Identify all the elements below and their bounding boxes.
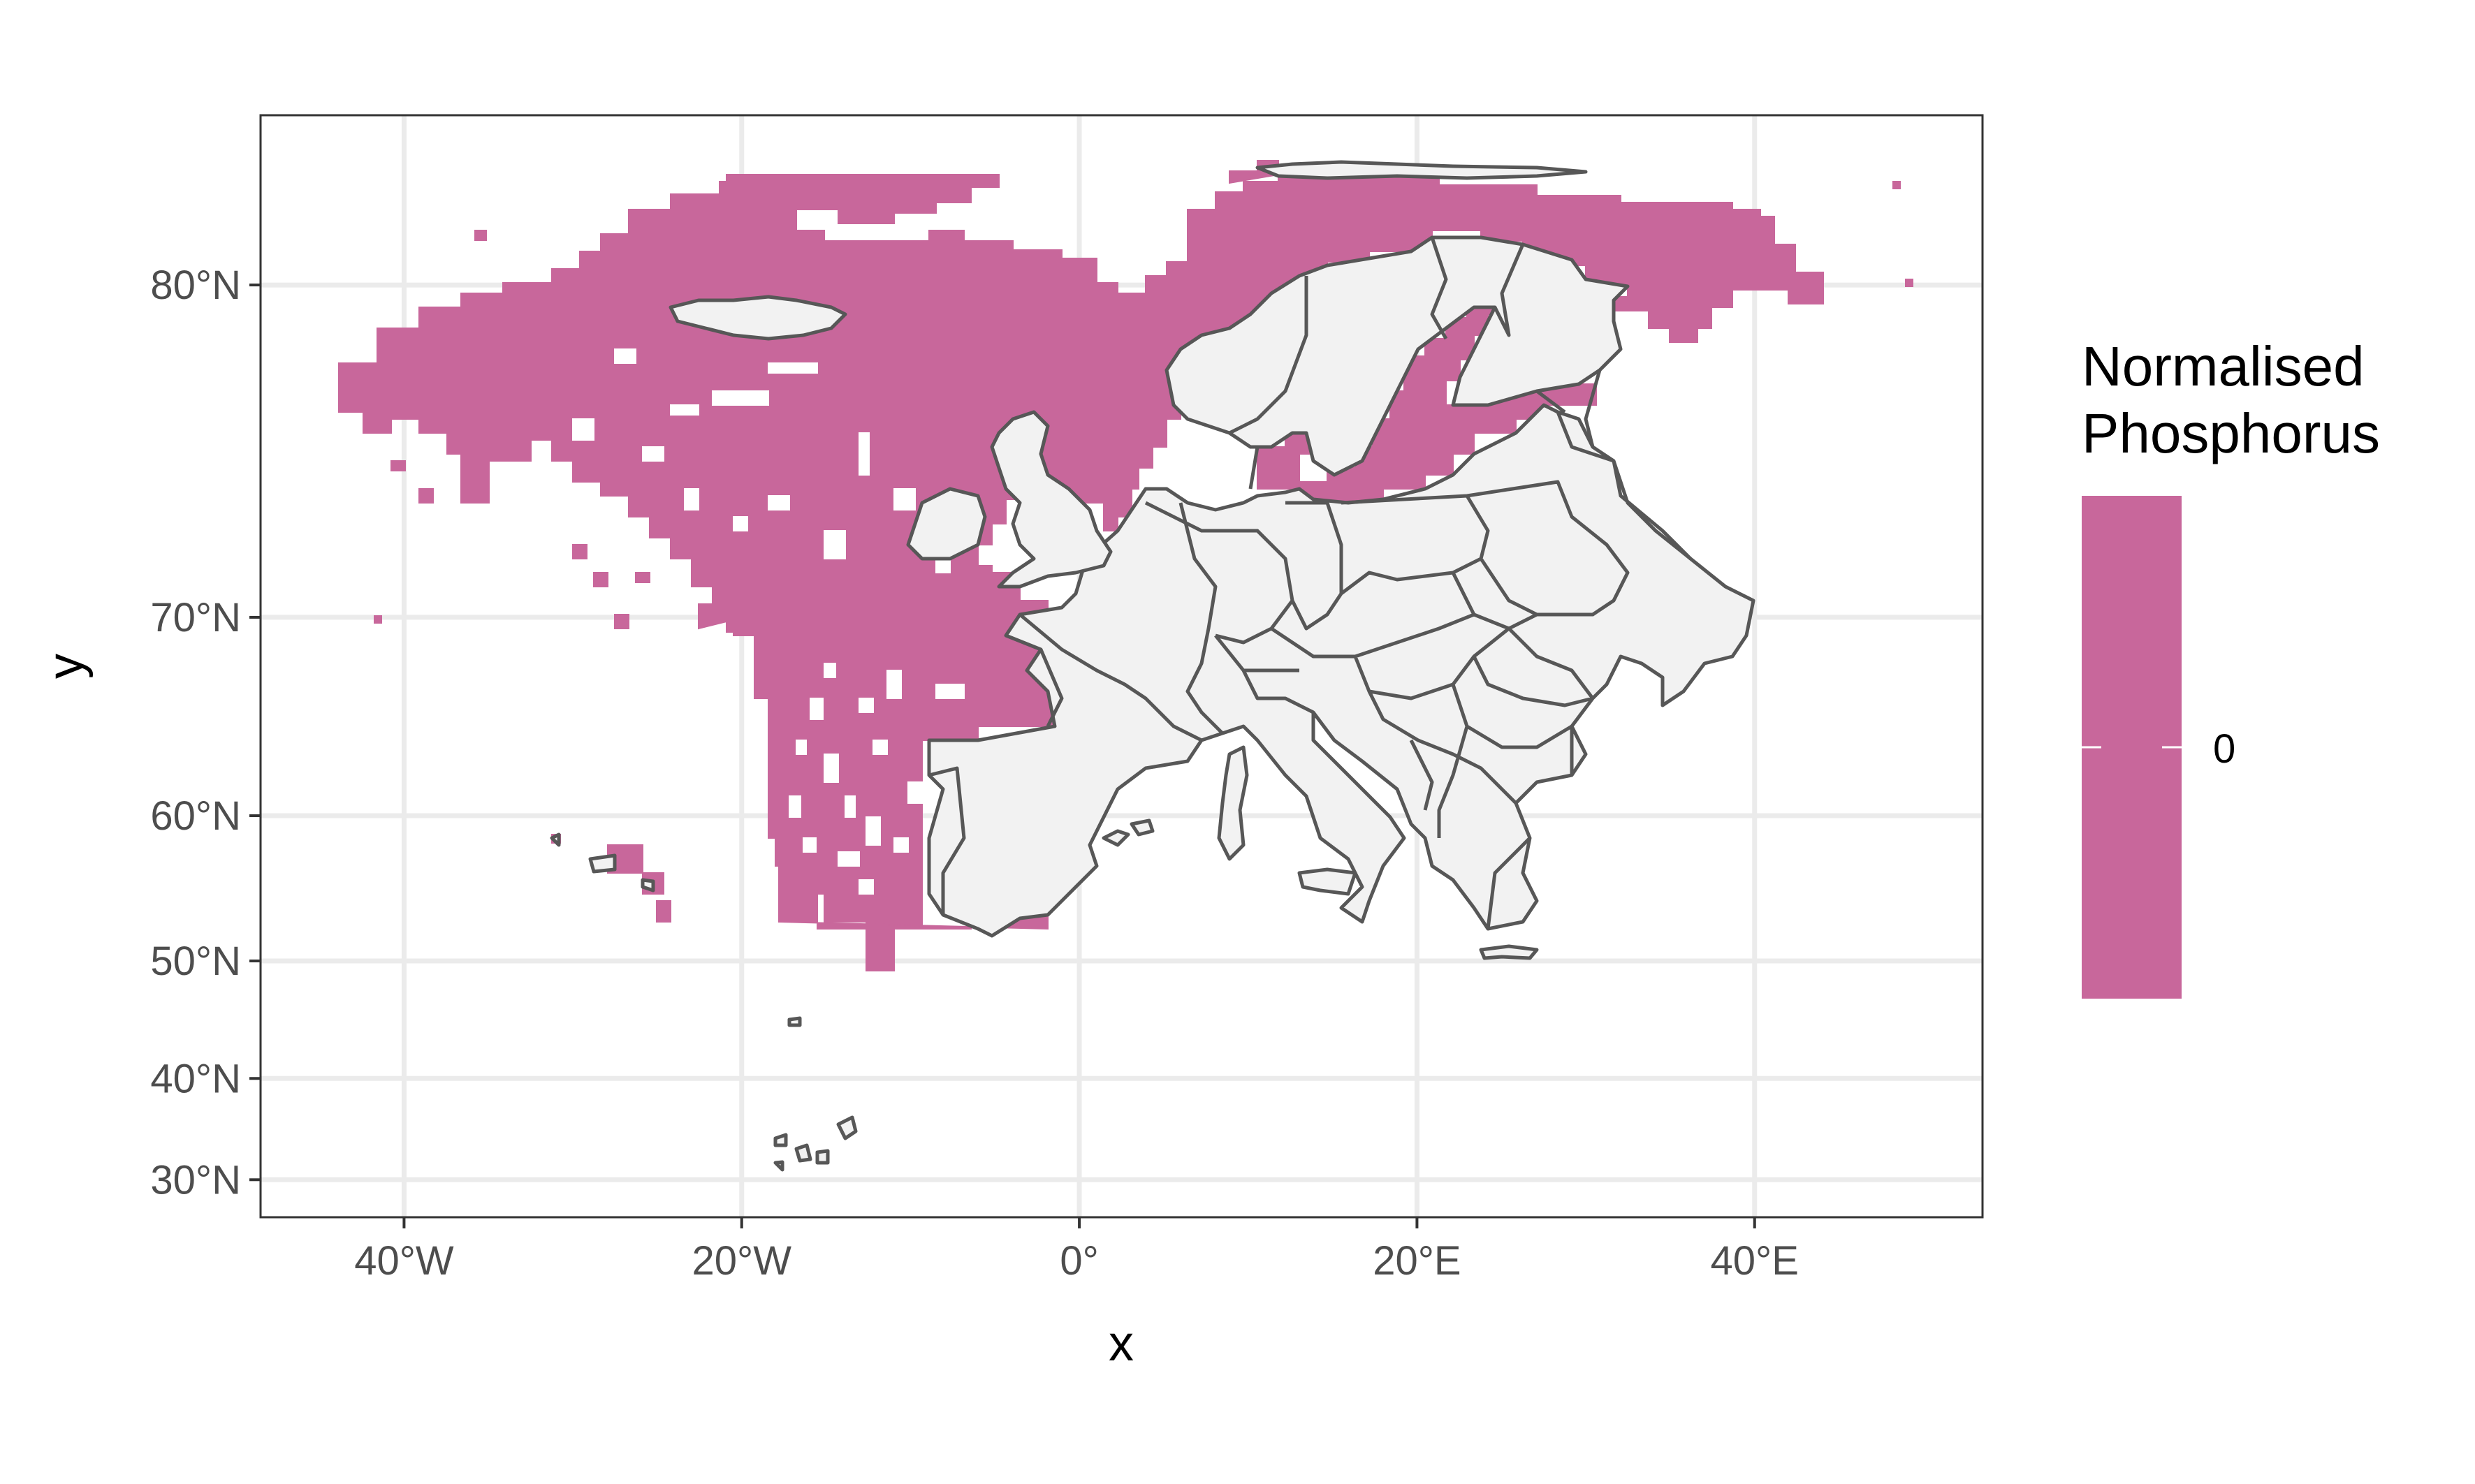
y-tick-label: 40°N [150,1056,241,1101]
sicily-outline [1297,867,1357,896]
x-tick-label: 40°E [1711,1238,1799,1284]
x-tick-label: 0° [1060,1238,1098,1284]
phosphorus-cell-scatter [374,181,1913,923]
iceland-outline [669,295,847,341]
azores-outline [550,832,655,892]
crete-outline [1479,944,1539,960]
legend-title-line-2: Phosphorus [2082,402,2380,464]
phosphorus-cell-block-azores [698,593,769,633]
y-tick-label: 70°N [150,595,241,640]
x-tick-label: 20°W [692,1238,792,1284]
y-axis-title: y [38,654,94,679]
y-tick-label: 50°N [150,939,241,984]
canary-islands-outline [773,1115,858,1172]
y-tick-label: 80°N [150,263,241,308]
country-borders [928,237,1692,930]
y-tick-label: 30°N [150,1157,241,1203]
continental-europe-outline [927,403,1755,938]
sardinia-corsica-outline [1217,745,1249,861]
x-axis-title: x [1109,1316,1134,1372]
y-tick-label: 60°N [150,793,241,839]
legend-value-label: 0 [2213,726,2235,772]
land-polygons [550,160,1755,1172]
svalbard-outline [1255,160,1588,180]
y-axis: 30°N 40°N 50°N 60°N 70°N 80°N [150,263,261,1203]
x-tick-label: 20°E [1373,1238,1461,1284]
great-britain-outline [990,410,1113,589]
legend-title-line-1: Normalised [2082,335,2365,397]
balearic-islands-outline [1102,818,1155,847]
gridlines [261,115,1983,1217]
x-axis: 40°W 20°W 0° 20°E 40°E [354,1217,1799,1284]
map-panel [259,114,1984,1219]
phosphorus-cell-block-north-atlantic [338,174,1824,971]
border-lines [928,237,1692,930]
madeira-outline [787,1016,802,1027]
legend: Normalised Phosphorus 0 [2082,335,2380,999]
panel-border [259,114,1984,1219]
x-tick-label: 40°W [354,1238,454,1284]
phosphorus-missing-cells [572,348,965,895]
ireland-outline [906,487,987,561]
